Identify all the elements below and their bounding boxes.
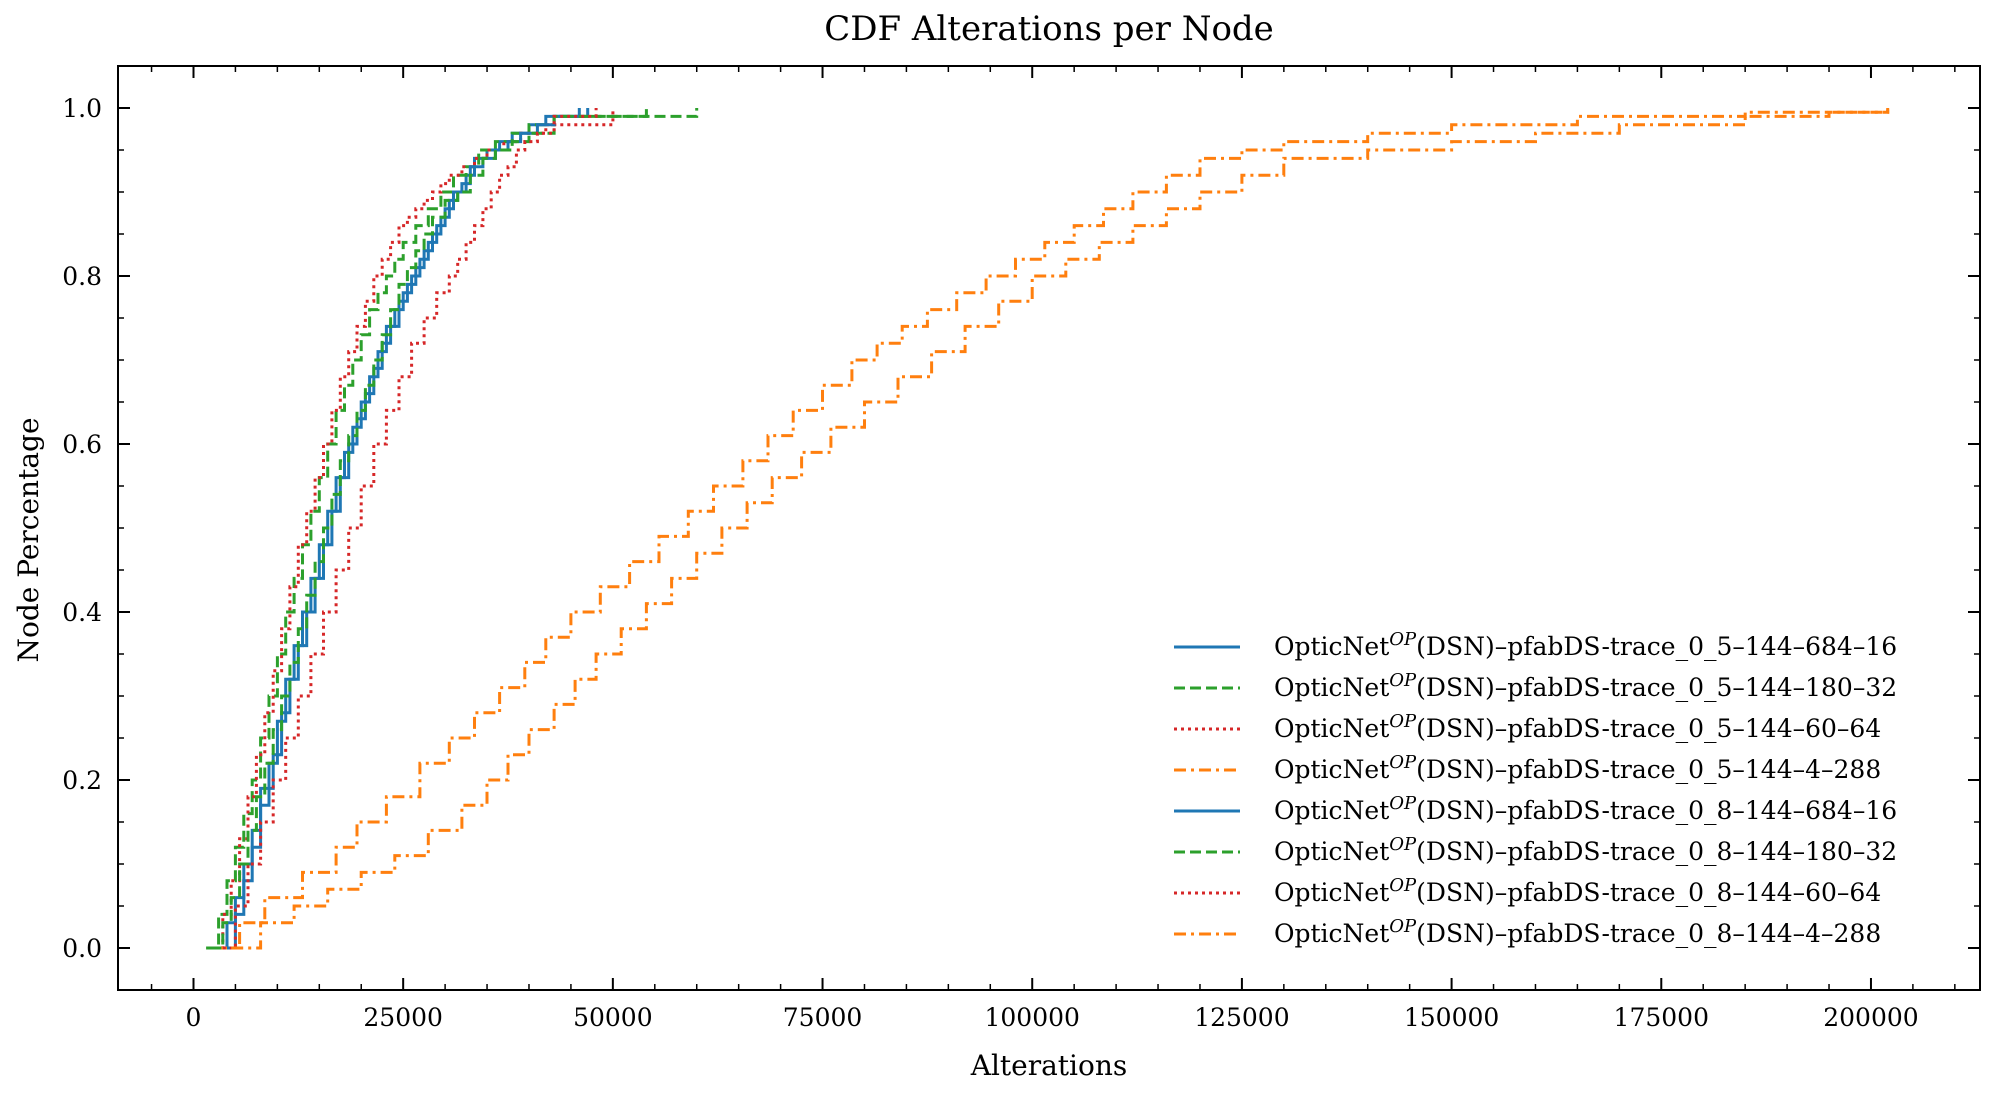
x-tick-label: 125000 bbox=[1194, 1003, 1289, 1032]
chart-title: CDF Alterations per Node bbox=[824, 9, 1274, 49]
x-tick-label: 175000 bbox=[1614, 1003, 1709, 1032]
legend-entry: OpticNetOP(DSN)–pfabDS-trace_0_8–144–4–2… bbox=[1174, 916, 1881, 948]
y-tick-label: 1.0 bbox=[62, 94, 102, 123]
x-tick-label: 100000 bbox=[985, 1003, 1080, 1032]
legend-label: OpticNetOP(DSN)–pfabDS-trace_0_8–144–60–… bbox=[1274, 875, 1881, 907]
x-tick-label: 25000 bbox=[363, 1003, 443, 1032]
ticks-layer: 0 25000 50000 75000 100000 125000 150000 175000… bbox=[62, 65, 1980, 1032]
x-tick-label: 200000 bbox=[1823, 1003, 1918, 1032]
legend-label: OpticNetOP(DSN)–pfabDS-trace_0_8–144–180… bbox=[1274, 834, 1897, 866]
y-tick-label: 0.0 bbox=[62, 934, 102, 963]
legend-label: OpticNetOP(DSN)–pfabDS-trace_0_8–144–684… bbox=[1274, 793, 1897, 825]
y-tick-label: 0.4 bbox=[62, 598, 102, 627]
legend-label: OpticNetOP(DSN)–pfabDS-trace_0_8–144–4–2… bbox=[1274, 916, 1881, 948]
legend-entry: OpticNetOP(DSN)–pfabDS-trace_0_8–144–60–… bbox=[1174, 875, 1881, 907]
series-line-3 bbox=[214, 108, 615, 950]
x-tick-label: 75000 bbox=[783, 1003, 863, 1032]
legend-entry: OpticNetOP(DSN)–pfabDS-trace_0_5–144–684… bbox=[1174, 629, 1897, 661]
y-tick-label: 0.6 bbox=[62, 430, 102, 459]
legend-entry: OpticNetOP(DSN)–pfabDS-trace_0_5–144–180… bbox=[1174, 670, 1897, 702]
legend: OpticNetOP(DSN)–pfabDS-trace_0_5–144–684… bbox=[1174, 629, 1897, 948]
series-line-5 bbox=[227, 108, 581, 950]
series-line-6 bbox=[210, 108, 648, 950]
y-axis-label: Node Percentage bbox=[12, 417, 45, 662]
series-line-7 bbox=[222, 108, 598, 950]
series-line-8 bbox=[231, 108, 1890, 950]
legend-entry: OpticNetOP(DSN)–pfabDS-trace_0_5–144–60–… bbox=[1174, 711, 1881, 743]
legend-label: OpticNetOP(DSN)–pfabDS-trace_0_5–144–4–2… bbox=[1274, 752, 1881, 784]
series-line-4 bbox=[218, 108, 1890, 950]
legend-label: OpticNetOP(DSN)–pfabDS-trace_0_5–144–180… bbox=[1274, 670, 1897, 702]
y-tick-label: 0.8 bbox=[62, 262, 102, 291]
legend-label: OpticNetOP(DSN)–pfabDS-trace_0_5–144–60–… bbox=[1274, 711, 1881, 743]
legend-entry: OpticNetOP(DSN)–pfabDS-trace_0_8–144–684… bbox=[1174, 793, 1897, 825]
legend-label: OpticNetOP(DSN)–pfabDS-trace_0_5–144–684… bbox=[1274, 629, 1897, 661]
x-axis-label: Alterations bbox=[970, 1049, 1128, 1082]
series-line-2 bbox=[206, 108, 699, 950]
legend-entry: OpticNetOP(DSN)–pfabDS-trace_0_8–144–180… bbox=[1174, 834, 1897, 866]
plot-frame bbox=[117, 65, 1981, 991]
y-tick-label: 0.2 bbox=[62, 766, 102, 795]
x-tick-label: 50000 bbox=[573, 1003, 653, 1032]
series-layer bbox=[206, 108, 1890, 950]
x-tick-label: 0 bbox=[186, 1003, 202, 1032]
legend-entry: OpticNetOP(DSN)–pfabDS-trace_0_5–144–4–2… bbox=[1174, 752, 1881, 784]
x-tick-label: 150000 bbox=[1404, 1003, 1499, 1032]
